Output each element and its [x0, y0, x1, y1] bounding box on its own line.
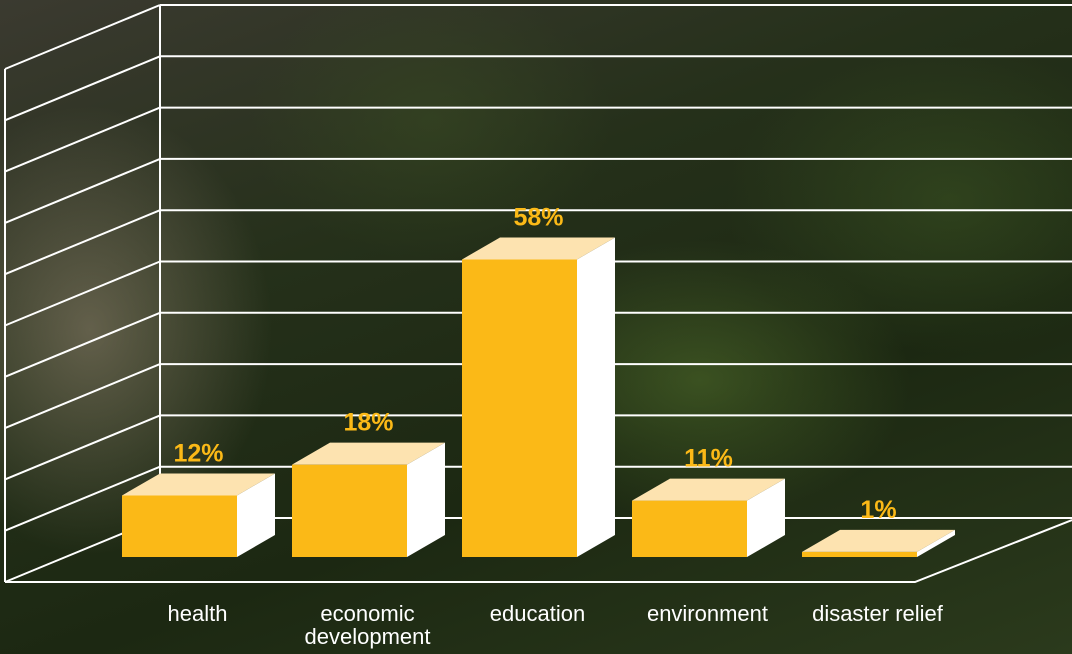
bar-top: [632, 478, 785, 501]
bar-front: [292, 464, 407, 557]
bar-front: [632, 500, 747, 557]
value-label: 1%: [860, 496, 896, 524]
grid-line: [4, 260, 161, 327]
bar-top: [122, 473, 275, 496]
value-label: 18%: [343, 409, 393, 437]
category-label: environment: [646, 601, 769, 626]
bar-side: [237, 473, 275, 557]
grid-line: [4, 157, 161, 224]
grid-line: [4, 55, 161, 122]
grid-line: [4, 363, 161, 430]
bar-top: [292, 442, 445, 465]
bar-side: [577, 237, 615, 557]
bar-front: [462, 259, 577, 557]
grid-line: [4, 106, 161, 173]
grid-line: [4, 4, 161, 70]
category-label: education: [489, 601, 586, 626]
floor-edge: [5, 519, 1072, 583]
category-label: economic development: [304, 601, 431, 649]
grid-line: [4, 465, 161, 532]
value-label: 11%: [684, 445, 733, 473]
grid-line: [4, 311, 161, 378]
grid-line: [4, 414, 161, 481]
bar-side: [917, 529, 955, 557]
grid-line: [4, 209, 161, 276]
bar-side: [407, 442, 445, 557]
bar-top: [802, 529, 955, 552]
bar-front: [802, 551, 917, 557]
value-label: 58%: [513, 203, 563, 231]
category-label: disaster relief: [812, 601, 943, 626]
category-label: health: [167, 601, 228, 626]
bar-side: [747, 478, 785, 557]
bar-top: [462, 237, 615, 260]
value-label: 12%: [173, 439, 223, 467]
bar-front: [122, 495, 237, 557]
